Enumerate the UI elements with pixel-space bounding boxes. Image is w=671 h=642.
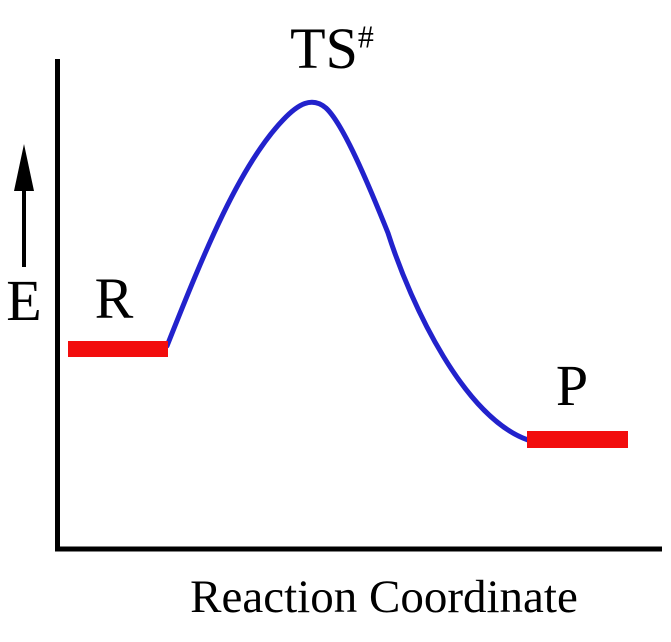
transition-state-text: TS	[290, 16, 358, 81]
energy-axis-label: E	[6, 268, 42, 333]
product-level-bar	[527, 431, 628, 448]
reactant-label: R	[94, 266, 134, 331]
transition-state-label: TS#	[290, 20, 374, 78]
product-label: P	[555, 353, 589, 418]
double-dagger-superscript: #	[357, 19, 374, 55]
up-arrow-head	[14, 144, 34, 191]
energy-curve	[164, 99, 531, 443]
reactant-level-bar	[68, 341, 168, 357]
reaction-coordinate-label: Reaction Coordinate	[190, 571, 578, 623]
up-arrow-icon	[14, 144, 34, 267]
